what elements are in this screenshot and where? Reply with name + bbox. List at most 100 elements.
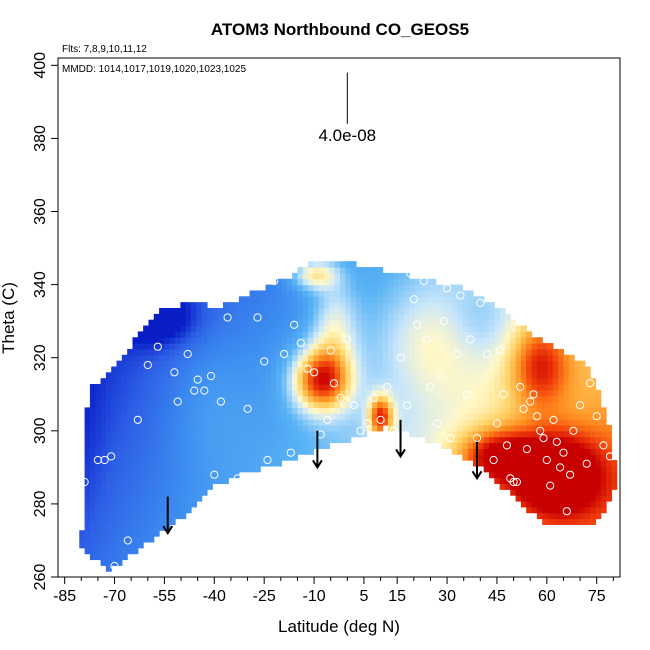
- heatmap-cell: [382, 395, 389, 403]
- heatmap-cell: [95, 407, 102, 414]
- heatmap-cell: [441, 395, 448, 403]
- heatmap-cell: [504, 454, 511, 461]
- heatmap-cell: [446, 413, 453, 420]
- heatmap-cell: [121, 436, 128, 444]
- heatmap-cell: [159, 384, 166, 391]
- heatmap-cell: [457, 419, 463, 426]
- heatmap-cell: [84, 483, 91, 490]
- heatmap-cell: [462, 454, 469, 461]
- heatmap-cell: [265, 384, 272, 391]
- heatmap-cell: [590, 512, 596, 520]
- heatmap-cell: [574, 436, 581, 444]
- heatmap-cell: [260, 337, 267, 344]
- heatmap-cell: [345, 354, 352, 362]
- heatmap-cell: [393, 389, 400, 397]
- heatmap-cell: [409, 343, 416, 350]
- heatmap-cell: [318, 319, 325, 327]
- heatmap-cell: [159, 424, 166, 432]
- heatmap-cell: [127, 424, 134, 432]
- heatmap-cell: [324, 360, 330, 368]
- heatmap-cell: [281, 442, 288, 449]
- heatmap-cell: [467, 384, 474, 391]
- heatmap-cell: [590, 389, 596, 397]
- heatmap-cell: [340, 261, 346, 268]
- heatmap-cell: [297, 290, 304, 297]
- heatmap-cell: [324, 430, 330, 438]
- heatmap-cell: [361, 348, 368, 356]
- heatmap-cell: [297, 442, 304, 449]
- heatmap-cell: [435, 337, 442, 344]
- heatmap-cell: [558, 424, 565, 432]
- heatmap-cell: [387, 337, 394, 344]
- heatmap-cell: [552, 430, 559, 438]
- heatmap-cell: [249, 343, 256, 350]
- heatmap-cell: [345, 296, 352, 303]
- heatmap-cell: [361, 354, 368, 362]
- heatmap-cell: [584, 500, 591, 508]
- heatmap-cell: [584, 477, 591, 485]
- heatmap-cell: [302, 384, 309, 391]
- heatmap-cell: [350, 407, 357, 414]
- heatmap-cell: [100, 395, 107, 403]
- heatmap-cell: [175, 483, 181, 490]
- heatmap-cell: [510, 389, 517, 397]
- heatmap-cell: [270, 308, 277, 315]
- heatmap-cell: [84, 541, 91, 549]
- heatmap-cell: [206, 366, 213, 373]
- heatmap-cell: [558, 430, 565, 438]
- heatmap-cell: [345, 419, 352, 426]
- heatmap-cell: [244, 313, 251, 321]
- heatmap-cell: [180, 337, 187, 344]
- heatmap-cell: [382, 302, 389, 309]
- heatmap-cell: [488, 325, 495, 332]
- heatmap-cell: [382, 372, 389, 379]
- heatmap-cell: [265, 448, 272, 455]
- heatmap-cell: [143, 384, 150, 391]
- heatmap-cell: [308, 419, 314, 426]
- heatmap-cell: [499, 424, 506, 432]
- heatmap-cell: [334, 296, 341, 303]
- heatmap-cell: [542, 378, 549, 385]
- heatmap-cell: [515, 366, 522, 373]
- heatmap-cell: [552, 483, 559, 490]
- observation-point: [496, 346, 505, 355]
- heatmap-cell: [132, 442, 139, 449]
- heatmap-cell: [515, 448, 522, 455]
- heatmap-cell: [137, 465, 144, 473]
- heatmap-cell: [340, 372, 346, 379]
- heatmap-cell: [403, 284, 410, 292]
- heatmap-cell: [467, 378, 474, 385]
- heatmap-cell: [249, 290, 256, 297]
- heatmap-cell: [318, 384, 325, 391]
- heatmap-cell: [169, 483, 176, 490]
- heatmap-cell: [451, 413, 458, 420]
- heatmap-cell: [286, 442, 293, 449]
- heatmap-cell: [568, 360, 575, 368]
- heatmap-cell: [488, 436, 495, 444]
- heatmap-cell: [515, 331, 522, 338]
- heatmap-cell: [478, 378, 485, 385]
- heatmap-cell: [393, 296, 400, 303]
- heatmap-cell: [595, 407, 602, 414]
- heatmap-cell: [297, 354, 304, 362]
- heatmap-cell: [191, 413, 197, 420]
- heatmap-cell: [111, 489, 118, 496]
- heatmap-cell: [292, 448, 299, 455]
- heatmap-cell: [100, 495, 107, 502]
- heatmap-cell: [403, 290, 410, 297]
- heatmap-cell: [201, 465, 208, 473]
- heatmap-cell: [238, 325, 245, 332]
- heatmap-cell: [340, 419, 346, 426]
- heatmap-cell: [531, 442, 538, 449]
- heatmap-cell: [281, 413, 288, 420]
- heatmap-cell: [520, 389, 527, 397]
- heatmap-cell: [435, 325, 442, 332]
- heatmap-cell: [329, 419, 336, 426]
- heatmap-cell: [457, 302, 463, 309]
- heatmap-cell: [430, 378, 437, 385]
- heatmap-cell: [510, 448, 517, 455]
- heatmap-cell: [334, 261, 341, 268]
- heatmap-cell: [504, 360, 511, 368]
- heatmap-cell: [206, 389, 213, 397]
- heatmap-cell: [206, 319, 213, 327]
